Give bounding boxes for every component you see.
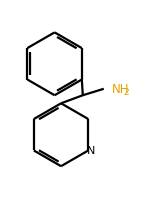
Text: NH: NH xyxy=(112,82,129,95)
Text: N: N xyxy=(86,146,95,156)
Text: 2: 2 xyxy=(123,88,129,97)
